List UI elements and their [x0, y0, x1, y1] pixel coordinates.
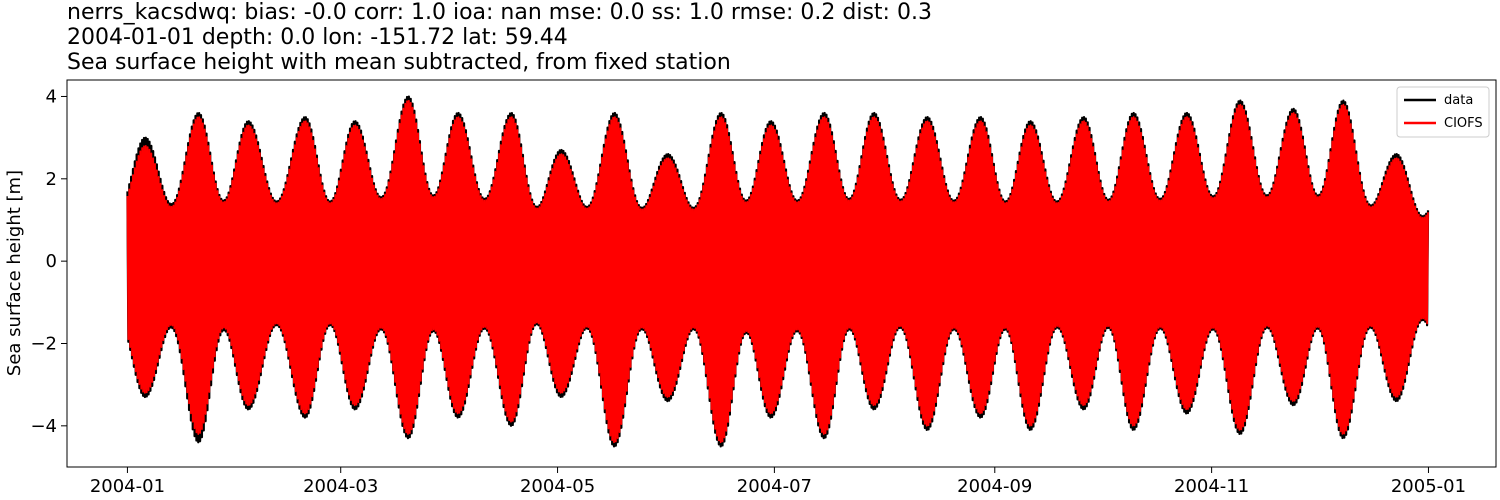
series-line-ciofs: [126, 99, 1429, 444]
x-tick-label: 2005-01: [1391, 476, 1466, 497]
x-tick-label: 2004-03: [303, 476, 378, 497]
y-tick-label: 4: [46, 86, 57, 107]
legend: data CIOFS: [1396, 86, 1490, 138]
chart-title: nerrs_kacsdwq: bias: -0.0 corr: 1.0 ioa:…: [67, 0, 932, 75]
y-tick-label: −2: [30, 333, 57, 354]
legend-label-ciofs: CIOFS: [1444, 116, 1483, 131]
y-tick-label: −4: [30, 416, 57, 437]
y-axis-label: Sea surface height [m]: [4, 170, 25, 376]
title-line-description: Sea surface height with mean subtracted,…: [67, 50, 731, 75]
x-tick-label: 2004-09: [957, 476, 1032, 497]
x-tick-label: 2004-11: [1174, 476, 1249, 497]
y-axis: 4 2 0 −2 −4: [30, 86, 67, 437]
y-tick-label: 2: [46, 169, 57, 190]
legend-label-data: data: [1444, 93, 1473, 108]
title-line-location: 2004-01-01 depth: 0.0 lon: -151.72 lat: …: [67, 25, 568, 50]
x-tick-label: 2004-05: [520, 476, 595, 497]
x-axis: 2004-01 2004-03 2004-05 2004-07 2004-09 2004-…: [90, 467, 1466, 497]
title-line-stats: nerrs_kacsdwq: bias: -0.0 corr: 1.0 ioa:…: [67, 0, 932, 25]
x-tick-label: 2004-07: [737, 476, 812, 497]
plot-series-group: [126, 95, 1430, 448]
y-tick-label: 0: [46, 251, 57, 272]
x-tick-label: 2004-01: [90, 476, 165, 497]
plot-frame: [66, 79, 1497, 468]
